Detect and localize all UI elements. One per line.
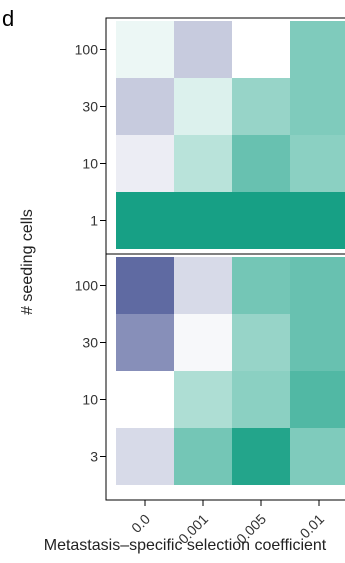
heatmap-cell bbox=[116, 192, 174, 249]
heatmap-cell bbox=[232, 257, 290, 314]
y-tick-label: 30 bbox=[82, 99, 98, 115]
heatmap-cell bbox=[174, 428, 232, 485]
heatmap-cell bbox=[232, 21, 290, 78]
x-axis-title: Metastasis–specific selection coefficien… bbox=[44, 537, 327, 554]
heatmap-cell bbox=[174, 257, 232, 314]
panel-letter: d bbox=[2, 6, 14, 31]
heatmap-cell bbox=[116, 21, 174, 78]
heatmap-cell bbox=[232, 135, 290, 192]
heatmap-cell bbox=[174, 135, 232, 192]
heatmap-cell bbox=[116, 135, 174, 192]
heatmap-cell bbox=[116, 428, 174, 485]
heatmap-cell bbox=[174, 192, 232, 249]
y-tick-label: 3 bbox=[90, 449, 98, 465]
heatmap-cell bbox=[232, 314, 290, 371]
y-tick-label: 1 bbox=[90, 213, 98, 229]
y-axis-title: # seeding cells bbox=[19, 209, 36, 315]
heatmap-cell bbox=[232, 78, 290, 135]
y-tick-label: 100 bbox=[75, 42, 99, 58]
y-tick-label: 10 bbox=[82, 392, 98, 408]
heatmap-cell bbox=[290, 135, 345, 192]
heatmap-cell bbox=[290, 257, 345, 314]
heatmap-cell bbox=[116, 78, 174, 135]
heatmap-cell bbox=[290, 371, 345, 428]
heatmap-cell bbox=[116, 314, 174, 371]
heatmap-cell bbox=[290, 192, 345, 249]
heatmap-cell bbox=[174, 21, 232, 78]
y-tick-label: 10 bbox=[82, 156, 98, 172]
heatmap-cell bbox=[174, 314, 232, 371]
heatmap-cell bbox=[290, 428, 345, 485]
heatmap-panel-1: 10030101Seeding regions: 1 bbox=[75, 17, 345, 265]
heatmap-cell bbox=[232, 428, 290, 485]
heatmap-cell bbox=[116, 257, 174, 314]
heatmap-cell bbox=[174, 78, 232, 135]
heatmap-cell bbox=[116, 371, 174, 428]
heatmap-cell bbox=[290, 314, 345, 371]
heatmap-panels: 10030101Seeding regions: 110030103Seedin… bbox=[75, 17, 345, 501]
y-tick-label: 100 bbox=[75, 278, 99, 294]
heatmap-cell bbox=[174, 371, 232, 428]
heatmap-cell bbox=[232, 371, 290, 428]
heatmap-cell bbox=[232, 192, 290, 249]
x-tick-label: 0.0 bbox=[128, 511, 153, 536]
heatmap-panel-2: 10030103Seeding regions: 3 bbox=[75, 253, 345, 501]
heatmap-cell bbox=[290, 21, 345, 78]
y-tick-label: 30 bbox=[82, 335, 98, 351]
heatmap-cell bbox=[290, 78, 345, 135]
